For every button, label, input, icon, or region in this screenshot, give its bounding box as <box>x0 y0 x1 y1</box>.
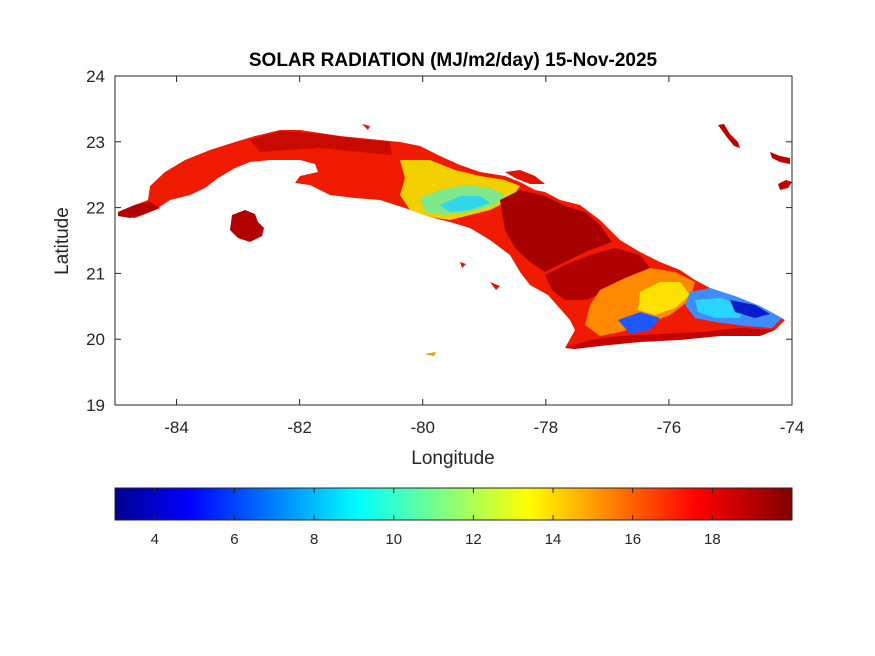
cay-east-3 <box>778 180 792 190</box>
y-axis: 19 20 21 22 23 24 <box>86 67 792 415</box>
colorbar-tick-label: 12 <box>465 531 482 548</box>
cay-south-1 <box>460 262 466 268</box>
y-tick-label: 19 <box>86 396 105 415</box>
y-tick-label: 21 <box>86 264 105 283</box>
x-axis: -84 -82 -80 -78 -76 -74 <box>164 76 804 437</box>
x-axis-label: Longitude <box>411 448 494 469</box>
y-tick-label: 20 <box>86 330 105 349</box>
island-central-cyan <box>440 196 490 212</box>
y-tick-label: 24 <box>86 67 105 86</box>
cay-east-1 <box>718 124 740 148</box>
colorbar-tick-label: 8 <box>310 531 318 548</box>
cay-south-3 <box>424 352 436 356</box>
x-tick-label: -80 <box>410 418 435 437</box>
y-tick-label: 23 <box>86 133 105 152</box>
y-axis-label: Latitude <box>52 207 73 275</box>
island-north-strip <box>250 131 392 155</box>
cay-south-2 <box>490 282 500 290</box>
colorbar-tick-label: 6 <box>230 531 238 548</box>
cay-north-west <box>362 124 370 130</box>
colorbar-ticks: 4 6 8 10 12 14 16 18 <box>151 488 721 548</box>
colorbar <box>114 487 793 521</box>
island-southeast-blue <box>618 312 660 334</box>
colorbar-tick-label: 16 <box>624 531 641 548</box>
island-central <box>500 190 612 272</box>
x-tick-label: -78 <box>534 418 559 437</box>
island-south-coast <box>565 328 775 349</box>
colorbar-tick-label: 14 <box>545 531 562 548</box>
island-west-tip <box>118 202 160 218</box>
island-far-east-deep <box>730 300 770 318</box>
chart-title: SOLAR RADIATION (MJ/m2/day) 15-Nov-2025 <box>249 50 658 71</box>
x-tick-label: -84 <box>164 418 189 437</box>
x-tick-label: -76 <box>657 418 682 437</box>
colorbar-tick-label: 10 <box>385 531 402 548</box>
cuba-map <box>118 124 792 356</box>
colorbar-tick-label: 18 <box>704 531 721 548</box>
colorbar-tick-label: 4 <box>151 531 159 548</box>
island-southeast-yellow <box>638 282 690 315</box>
cay-north <box>505 170 545 184</box>
y-tick-label: 22 <box>86 199 105 218</box>
island-east <box>545 248 650 300</box>
plot-area <box>114 75 793 406</box>
cay-east-2 <box>770 152 790 164</box>
x-tick-label: -74 <box>780 418 805 437</box>
x-tick-label: -82 <box>287 418 312 437</box>
island-of-youth <box>230 210 264 242</box>
